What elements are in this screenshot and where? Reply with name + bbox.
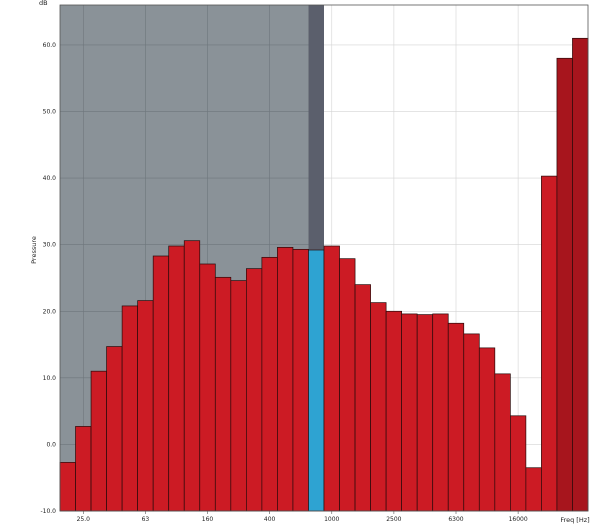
bar <box>168 245 185 512</box>
bar <box>447 322 465 512</box>
x-axis-ticks: 25.0 63 160 400 1000 2500 6300 16000 <box>77 511 528 523</box>
x-axis-label: Freq [Hz] <box>560 516 589 524</box>
y-tick-label: 50.0 <box>43 109 57 116</box>
bar <box>106 346 123 512</box>
y-tick-label: 20.0 <box>43 308 57 315</box>
bar <box>90 370 107 512</box>
y-unit-label: dB <box>39 0 48 7</box>
y-axis-label: Pressure <box>30 236 38 264</box>
plot-frame <box>59 4 589 512</box>
bar <box>494 373 511 512</box>
bar <box>246 268 263 512</box>
bar <box>339 258 356 512</box>
bar <box>463 333 480 512</box>
bar <box>432 313 449 512</box>
bar <box>137 300 154 512</box>
bar <box>59 462 76 512</box>
x-tick-label: 400 <box>264 516 276 523</box>
x-tick-label: 25.0 <box>77 516 91 523</box>
bar <box>385 310 402 512</box>
y-axis-ticks: -10.0 0.0 10.0 20.0 30.0 40.0 50.0 60.0 <box>40 42 56 515</box>
y-tick-label: 30.0 <box>43 242 57 249</box>
x-tick-label: 1000 <box>324 516 339 523</box>
bar <box>525 467 542 512</box>
x-tick-label: 16000 <box>509 516 528 523</box>
bar-highlighted <box>308 249 325 512</box>
y-tick-label: 0.0 <box>46 441 56 448</box>
bar <box>261 256 278 512</box>
x-tick-label: 160 <box>202 516 214 523</box>
y-tick-label: 60.0 <box>43 42 57 49</box>
bar <box>572 37 589 512</box>
bar <box>556 57 573 512</box>
bars <box>59 37 589 512</box>
x-tick-label: 63 <box>142 516 150 523</box>
bar <box>214 276 232 512</box>
bar <box>416 314 434 512</box>
y-tick-label: 10.0 <box>43 375 57 382</box>
bar <box>230 280 247 512</box>
y-tick-label: 40.0 <box>43 175 57 182</box>
bar <box>401 313 418 512</box>
bar <box>354 284 371 512</box>
y-tick-label: -10.0 <box>40 508 56 515</box>
bar <box>510 415 527 512</box>
bar <box>323 245 340 512</box>
bar <box>121 305 138 512</box>
bar <box>277 246 294 512</box>
bar <box>370 302 387 512</box>
bar <box>152 255 170 512</box>
bar <box>75 426 92 512</box>
x-tick-label: 6300 <box>448 516 463 523</box>
bar <box>292 248 309 512</box>
bar <box>478 347 496 512</box>
bar <box>199 263 216 512</box>
bar <box>541 175 558 512</box>
bar <box>183 240 201 512</box>
x-tick-label: 2500 <box>386 516 401 523</box>
